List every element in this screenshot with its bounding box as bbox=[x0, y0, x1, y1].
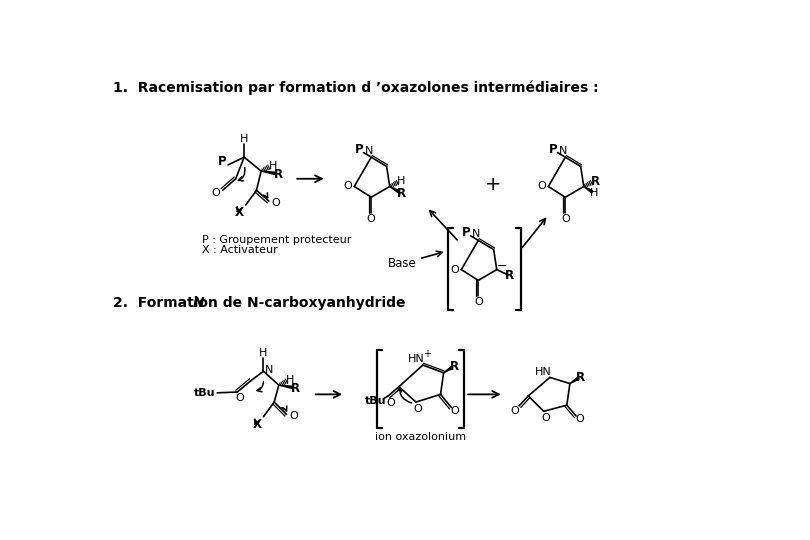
Text: H: H bbox=[259, 348, 267, 358]
Text: P: P bbox=[462, 226, 471, 239]
Text: O: O bbox=[451, 406, 459, 416]
Text: X: X bbox=[235, 206, 244, 219]
Text: H: H bbox=[590, 188, 599, 198]
Text: R: R bbox=[590, 174, 600, 187]
Text: O: O bbox=[271, 198, 280, 207]
Text: +: + bbox=[424, 349, 432, 359]
Text: −: − bbox=[497, 260, 507, 273]
Text: O: O bbox=[450, 265, 458, 275]
Text: R: R bbox=[576, 371, 586, 384]
Text: O: O bbox=[386, 398, 394, 408]
Polygon shape bbox=[261, 171, 275, 174]
Text: N: N bbox=[559, 146, 567, 156]
Text: ion oxazolonium: ion oxazolonium bbox=[375, 433, 466, 442]
Polygon shape bbox=[584, 186, 593, 193]
Polygon shape bbox=[279, 385, 293, 389]
Text: HN: HN bbox=[408, 354, 425, 364]
Text: R: R bbox=[505, 269, 514, 282]
Text: O: O bbox=[211, 188, 220, 198]
Text: N: N bbox=[265, 364, 273, 375]
Text: O: O bbox=[413, 404, 422, 414]
Text: O: O bbox=[474, 297, 483, 307]
Text: R: R bbox=[274, 167, 283, 181]
Text: O: O bbox=[343, 181, 352, 192]
Text: 1.  Racemisation par formation d ’oxazolones intermédiaires :: 1. Racemisation par formation d ’oxazolo… bbox=[113, 80, 598, 94]
Text: Base: Base bbox=[388, 257, 416, 270]
Text: H: H bbox=[286, 375, 295, 384]
Text: R: R bbox=[397, 187, 406, 200]
Text: R: R bbox=[450, 360, 459, 373]
Text: O: O bbox=[537, 181, 546, 192]
Text: P: P bbox=[355, 143, 363, 156]
Text: X : Activateur: X : Activateur bbox=[202, 245, 278, 255]
Text: tBu: tBu bbox=[194, 388, 215, 398]
Text: O: O bbox=[561, 214, 569, 224]
Text: O: O bbox=[541, 413, 550, 423]
Polygon shape bbox=[444, 367, 453, 373]
Text: O: O bbox=[289, 411, 298, 421]
Text: P : Groupement protecteur: P : Groupement protecteur bbox=[202, 235, 352, 245]
Text: tBu: tBu bbox=[365, 396, 386, 406]
Text: O: O bbox=[367, 214, 376, 224]
Text: O: O bbox=[576, 414, 584, 424]
Text: O: O bbox=[235, 393, 244, 403]
Text: R: R bbox=[292, 382, 301, 395]
Text: N: N bbox=[193, 296, 204, 310]
Text: P: P bbox=[218, 154, 226, 167]
Polygon shape bbox=[390, 186, 399, 193]
Text: HN: HN bbox=[535, 367, 552, 377]
Text: O: O bbox=[511, 406, 519, 416]
Text: N: N bbox=[364, 146, 373, 156]
Text: 2.  Formation de N-carboxyanhydride: 2. Formation de N-carboxyanhydride bbox=[113, 296, 405, 310]
Text: H: H bbox=[397, 176, 406, 186]
Text: H: H bbox=[268, 161, 277, 171]
Text: P: P bbox=[548, 143, 557, 156]
Text: H: H bbox=[240, 134, 249, 144]
Text: +: + bbox=[484, 174, 501, 194]
Polygon shape bbox=[570, 377, 579, 383]
Text: N: N bbox=[471, 229, 480, 239]
Text: X: X bbox=[253, 418, 262, 431]
